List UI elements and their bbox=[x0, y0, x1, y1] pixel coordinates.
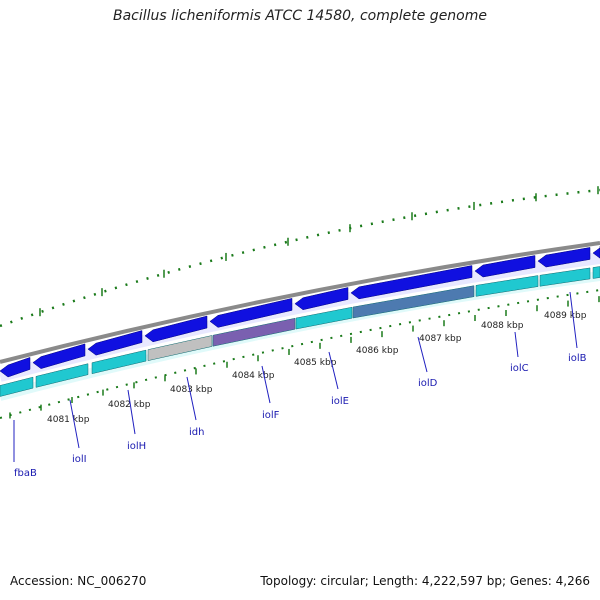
forward-gene-arrow bbox=[294, 287, 349, 311]
scale-label: 4084 kbp bbox=[232, 371, 275, 381]
scale-label: 4088 kbp bbox=[481, 321, 524, 331]
gene-leader-line bbox=[569, 291, 578, 349]
forward-gene-arrow bbox=[209, 298, 293, 328]
gene-label: iolD bbox=[418, 378, 438, 389]
gene-leader-line bbox=[261, 365, 271, 404]
forward-gene-arrow bbox=[474, 255, 536, 278]
gene-leader-line bbox=[186, 376, 197, 421]
scale-ticks bbox=[9, 186, 600, 419]
gene-leader-line bbox=[127, 389, 136, 435]
reverse-gene-block bbox=[212, 317, 296, 347]
gc-skew-dotted-ring bbox=[0, 188, 600, 328]
gene-leader-line bbox=[328, 351, 339, 390]
gene-label: iolC bbox=[510, 363, 529, 374]
forward-gene-arrow bbox=[87, 330, 143, 356]
scale-label: 4082 kbp bbox=[108, 400, 151, 410]
forward-gene-arrow bbox=[350, 265, 473, 300]
reverse-gene-block bbox=[0, 376, 34, 397]
gene-labels: fbaB iolI iolH idh iolF iolE iolD iolC iolB bbox=[13, 291, 587, 479]
gene-label: iolE bbox=[331, 396, 349, 407]
forward-genes bbox=[0, 245, 600, 378]
forward-gene-arrow bbox=[0, 357, 31, 378]
gene-label: iolB bbox=[568, 353, 587, 364]
forward-gene-arrow bbox=[32, 343, 86, 369]
forward-gene-arrow bbox=[537, 247, 591, 268]
accession-text: Accession: NC_006270 bbox=[10, 574, 147, 588]
reverse-gene-block bbox=[539, 267, 591, 287]
genome-backbone bbox=[0, 241, 600, 364]
scale-label: 4089 kbp bbox=[544, 311, 587, 321]
reverse-gene-block bbox=[91, 349, 147, 375]
scale-label: 4081 kbp bbox=[47, 415, 90, 425]
reverse-gene-block bbox=[147, 335, 213, 361]
scale-label: 4087 kbp bbox=[419, 334, 462, 344]
reverse-gene-block bbox=[352, 285, 475, 319]
gene-label: fbaB bbox=[14, 468, 37, 479]
gene-label: idh bbox=[189, 427, 204, 438]
gene-leader-line bbox=[417, 336, 428, 373]
gene-leader-line bbox=[514, 331, 519, 358]
gene-label: iolI bbox=[72, 454, 87, 465]
reverse-gene-block bbox=[475, 275, 539, 297]
scale-labels: 4081 kbp 4082 kbp 4083 kbp 4084 kbp 4085 kbp… bbox=[47, 311, 587, 425]
scale-label: 4085 kbp bbox=[294, 358, 337, 368]
reverse-gene-block bbox=[35, 363, 89, 388]
reverse-gene-block bbox=[592, 266, 600, 279]
scale-label: 4083 kbp bbox=[170, 385, 213, 395]
gene-leader-line bbox=[69, 399, 80, 449]
gene-label: iolF bbox=[262, 410, 280, 421]
genome-summary-text: Topology: circular; Length: 4,222,597 bp… bbox=[260, 574, 590, 588]
gene-label: iolH bbox=[127, 441, 146, 452]
forward-gene-arrow bbox=[144, 315, 208, 343]
map-title: Bacillus licheniformis ATCC 14580, compl… bbox=[113, 8, 487, 24]
reverse-gene-block bbox=[295, 306, 353, 330]
scale-label: 4086 kbp bbox=[356, 346, 399, 356]
reverse-genes bbox=[0, 266, 600, 397]
